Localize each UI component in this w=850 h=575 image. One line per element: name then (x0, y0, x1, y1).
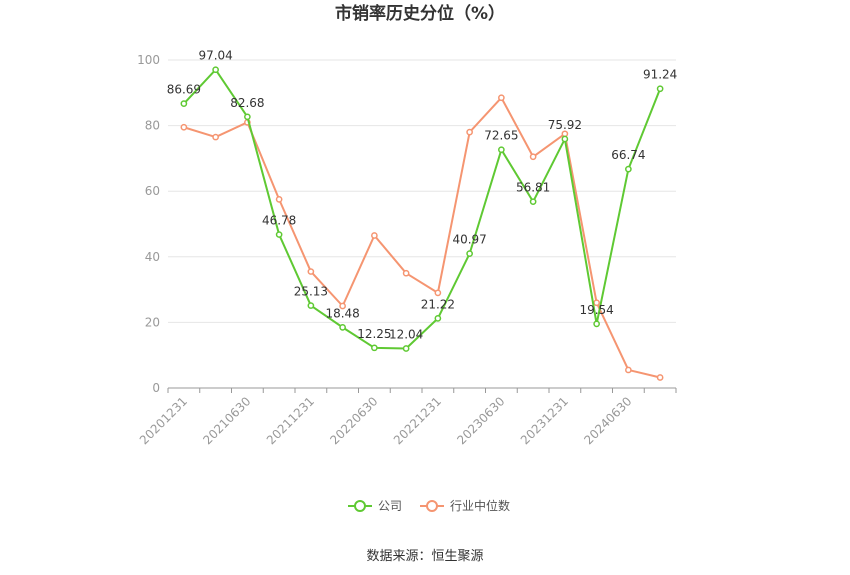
series-line (183, 68, 662, 350)
data-point (180, 100, 188, 108)
data-point (339, 324, 346, 331)
y-tick-label: 20 (145, 315, 160, 329)
data-point (307, 268, 315, 275)
series-line (183, 96, 661, 379)
data-point (529, 153, 537, 161)
x-tick-label: 20220630 (327, 394, 380, 447)
legend-item-industry-median[interactable]: 行业中位数 (420, 498, 510, 513)
chart-title: 市销率历史分位（%） (335, 3, 505, 24)
data-label: 75.92 (548, 118, 582, 132)
data-point (466, 128, 473, 136)
x-tick-label: 20210630 (200, 394, 253, 447)
y-tick-label: 100 (137, 53, 160, 67)
data-label: 86.69 (167, 83, 201, 97)
data-point (402, 269, 410, 277)
y-tick-label: 80 (145, 119, 160, 133)
legend[interactable]: 公司 行业中位数 (348, 498, 510, 513)
data-point (466, 250, 473, 257)
data-point (371, 344, 378, 352)
data-point (561, 135, 569, 143)
data-label: 40.97 (452, 233, 486, 247)
data-point (498, 94, 505, 102)
data-point (593, 299, 600, 307)
data-point (244, 113, 251, 121)
legend-label: 行业中位数 (450, 498, 510, 513)
data-label: 25.13 (294, 285, 328, 299)
legend-item-company[interactable]: 公司 (348, 499, 402, 513)
data-label: 19.54 (579, 303, 613, 317)
data-label: 12.04 (389, 328, 423, 342)
legend-label: 公司 (378, 499, 402, 513)
data-point (434, 315, 442, 322)
x-tick-label: 20231231 (518, 394, 571, 447)
data-label: 97.04 (198, 49, 232, 63)
data-point (625, 366, 632, 374)
data-point (339, 302, 346, 310)
data-label: 56.81 (516, 181, 550, 195)
data-point (498, 146, 505, 154)
data-label-layer: 86.69 97.04 82.68 46.78 25.13 18.48 12.2512.04… (167, 49, 678, 342)
grid-layer (168, 59, 676, 323)
data-point (275, 196, 283, 203)
legend-marker-icon (354, 500, 366, 512)
data-point (275, 231, 283, 238)
data-label: 82.68 (230, 96, 264, 110)
x-tick-label: 20230630 (454, 394, 507, 447)
data-label: 12.25 (357, 327, 391, 341)
data-point (307, 302, 315, 309)
x-tick-label: 20211231 (264, 394, 317, 447)
data-point (656, 85, 664, 93)
data-point (434, 289, 442, 297)
data-point (180, 123, 188, 131)
legend-marker-icon (426, 500, 438, 512)
y-tick-label: 0 (152, 381, 160, 395)
data-point (212, 133, 219, 141)
data-point (212, 66, 219, 74)
x-tick-label: 20240630 (581, 394, 634, 447)
data-label: 72.65 (484, 129, 518, 143)
data-label: 46.78 (262, 214, 296, 228)
data-point (402, 345, 410, 352)
data-source: 数据来源：恒生聚源 (366, 549, 483, 564)
y-tick-label: 40 (145, 250, 160, 264)
series-layer (180, 66, 664, 381)
data-label: 66.74 (611, 148, 645, 162)
y-tick-label: 60 (145, 184, 160, 198)
data-label: 21.22 (421, 297, 455, 311)
x-tick-label: 20201231 (137, 394, 190, 447)
data-point (529, 198, 537, 206)
data-point (371, 232, 378, 239)
data-label: 91.24 (643, 68, 677, 82)
data-point (656, 374, 664, 381)
x-tick-label: 20221231 (391, 394, 444, 447)
data-point (593, 320, 600, 328)
data-point (625, 165, 632, 173)
data-label: 18.48 (325, 306, 359, 320)
